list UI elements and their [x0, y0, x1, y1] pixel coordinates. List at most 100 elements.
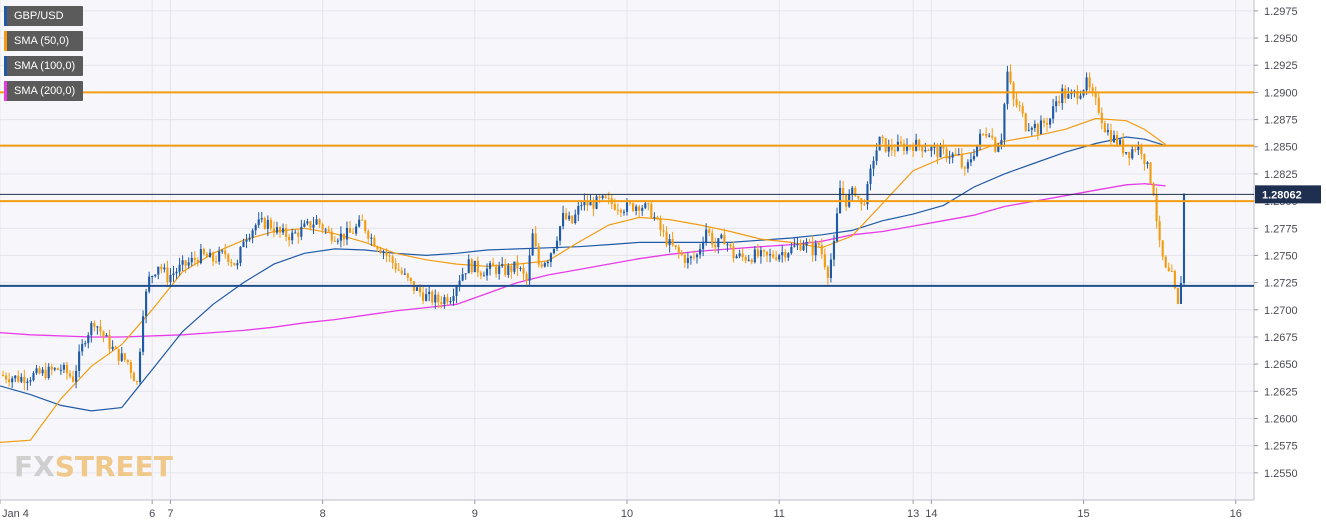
- candle-body: [20, 376, 23, 382]
- candle-body: [1143, 153, 1146, 165]
- legend-item-sma100[interactable]: SMA (100,0): [4, 56, 84, 76]
- candle-body: [1109, 130, 1113, 143]
- candle-body: [38, 368, 41, 374]
- candle-body: [756, 249, 759, 257]
- candle-body: [1009, 71, 1012, 83]
- logo-fx: FX: [14, 450, 55, 483]
- candle-body: [899, 141, 902, 144]
- candle-body: [245, 239, 248, 242]
- candle-body: [772, 254, 775, 258]
- candle-body: [893, 150, 896, 152]
- candle-body: [516, 261, 519, 269]
- candle-body: [464, 273, 467, 275]
- candle-body: [1103, 123, 1106, 133]
- candle-body: [418, 287, 422, 293]
- candle-body: [762, 250, 766, 252]
- candle-body: [519, 267, 522, 269]
- candle-body: [677, 247, 680, 253]
- candle-body: [120, 353, 123, 361]
- candle-body: [954, 153, 957, 155]
- candle-body: [181, 260, 184, 265]
- candle-body: [1097, 97, 1100, 113]
- candle-body: [1027, 129, 1030, 131]
- legend-item-sma200[interactable]: SMA (200,0): [4, 81, 84, 101]
- candle-body: [534, 233, 537, 247]
- candle-body: [1045, 123, 1049, 125]
- legend-label: SMA (100,0): [14, 60, 76, 72]
- candle-body: [826, 267, 829, 279]
- candle-body: [592, 201, 595, 209]
- candle-body: [796, 243, 799, 246]
- candle-body: [44, 369, 47, 378]
- candle-body: [656, 217, 659, 219]
- candle-body: [537, 246, 540, 265]
- candle-body: [248, 237, 251, 240]
- legend-item-sma50[interactable]: SMA (50,0): [4, 31, 84, 51]
- candle-body: [157, 266, 160, 275]
- candle-body: [1003, 104, 1006, 140]
- candle-body: [461, 274, 464, 281]
- candle-body: [71, 376, 75, 382]
- candle-body: [720, 234, 723, 239]
- candle-body: [352, 232, 355, 234]
- legend-swatch: [4, 31, 7, 51]
- legend-swatch: [4, 56, 7, 76]
- candle-body: [668, 238, 671, 246]
- candle-body: [400, 270, 403, 274]
- y-tick-label: 1.2625: [1264, 386, 1298, 398]
- candle-body: [732, 246, 735, 259]
- candle-body: [111, 346, 114, 350]
- candle-body: [361, 219, 364, 221]
- candle-body: [1039, 120, 1043, 135]
- candle-body: [239, 246, 242, 264]
- candle-body: [1182, 194, 1186, 283]
- candle-body: [288, 236, 291, 241]
- candle-body: [233, 263, 236, 266]
- candle-body: [482, 275, 486, 277]
- candle-body: [178, 264, 181, 272]
- candle-body: [428, 291, 431, 295]
- legend-item-gbpusd[interactable]: GBP/USD: [4, 6, 84, 26]
- candle-body: [367, 231, 370, 239]
- candle-body: [695, 254, 699, 258]
- logo-street: STREET: [54, 450, 173, 483]
- candle-body: [215, 261, 218, 263]
- candle-body: [912, 146, 915, 151]
- candle-body: [863, 203, 866, 205]
- candle-body: [562, 212, 565, 227]
- candle-body: [114, 346, 117, 349]
- candle-body: [1167, 267, 1170, 271]
- candle-body: [117, 348, 120, 361]
- candle-body: [933, 146, 936, 148]
- sma-100-line: [0, 136, 1166, 412]
- candle-body: [467, 259, 470, 274]
- candle-body: [966, 162, 969, 169]
- candle-body: [644, 203, 647, 209]
- candle-body: [272, 228, 275, 233]
- candle-body: [1146, 162, 1149, 165]
- candle-body: [565, 212, 568, 220]
- candle-body: [963, 167, 966, 169]
- candle-body: [726, 244, 729, 246]
- candle-body: [1115, 135, 1119, 145]
- candle-body: [625, 202, 629, 212]
- candle-body: [698, 249, 702, 255]
- candle-body: [14, 375, 17, 379]
- candle-body: [747, 259, 750, 261]
- candle-body: [708, 229, 711, 233]
- candle-body: [492, 263, 495, 267]
- candle-body: [281, 228, 285, 233]
- y-tick-label: 1.2825: [1264, 169, 1298, 181]
- candle-body: [278, 227, 282, 233]
- candle-body: [790, 246, 793, 254]
- candle-body: [208, 252, 212, 258]
- candle-body: [607, 197, 610, 199]
- candle-body: [835, 213, 839, 242]
- candle-body: [647, 203, 650, 205]
- candle-body: [969, 159, 973, 163]
- candle-body: [452, 295, 455, 301]
- candle-body: [555, 240, 559, 249]
- candle-body: [318, 219, 321, 225]
- candle-body: [1179, 282, 1183, 304]
